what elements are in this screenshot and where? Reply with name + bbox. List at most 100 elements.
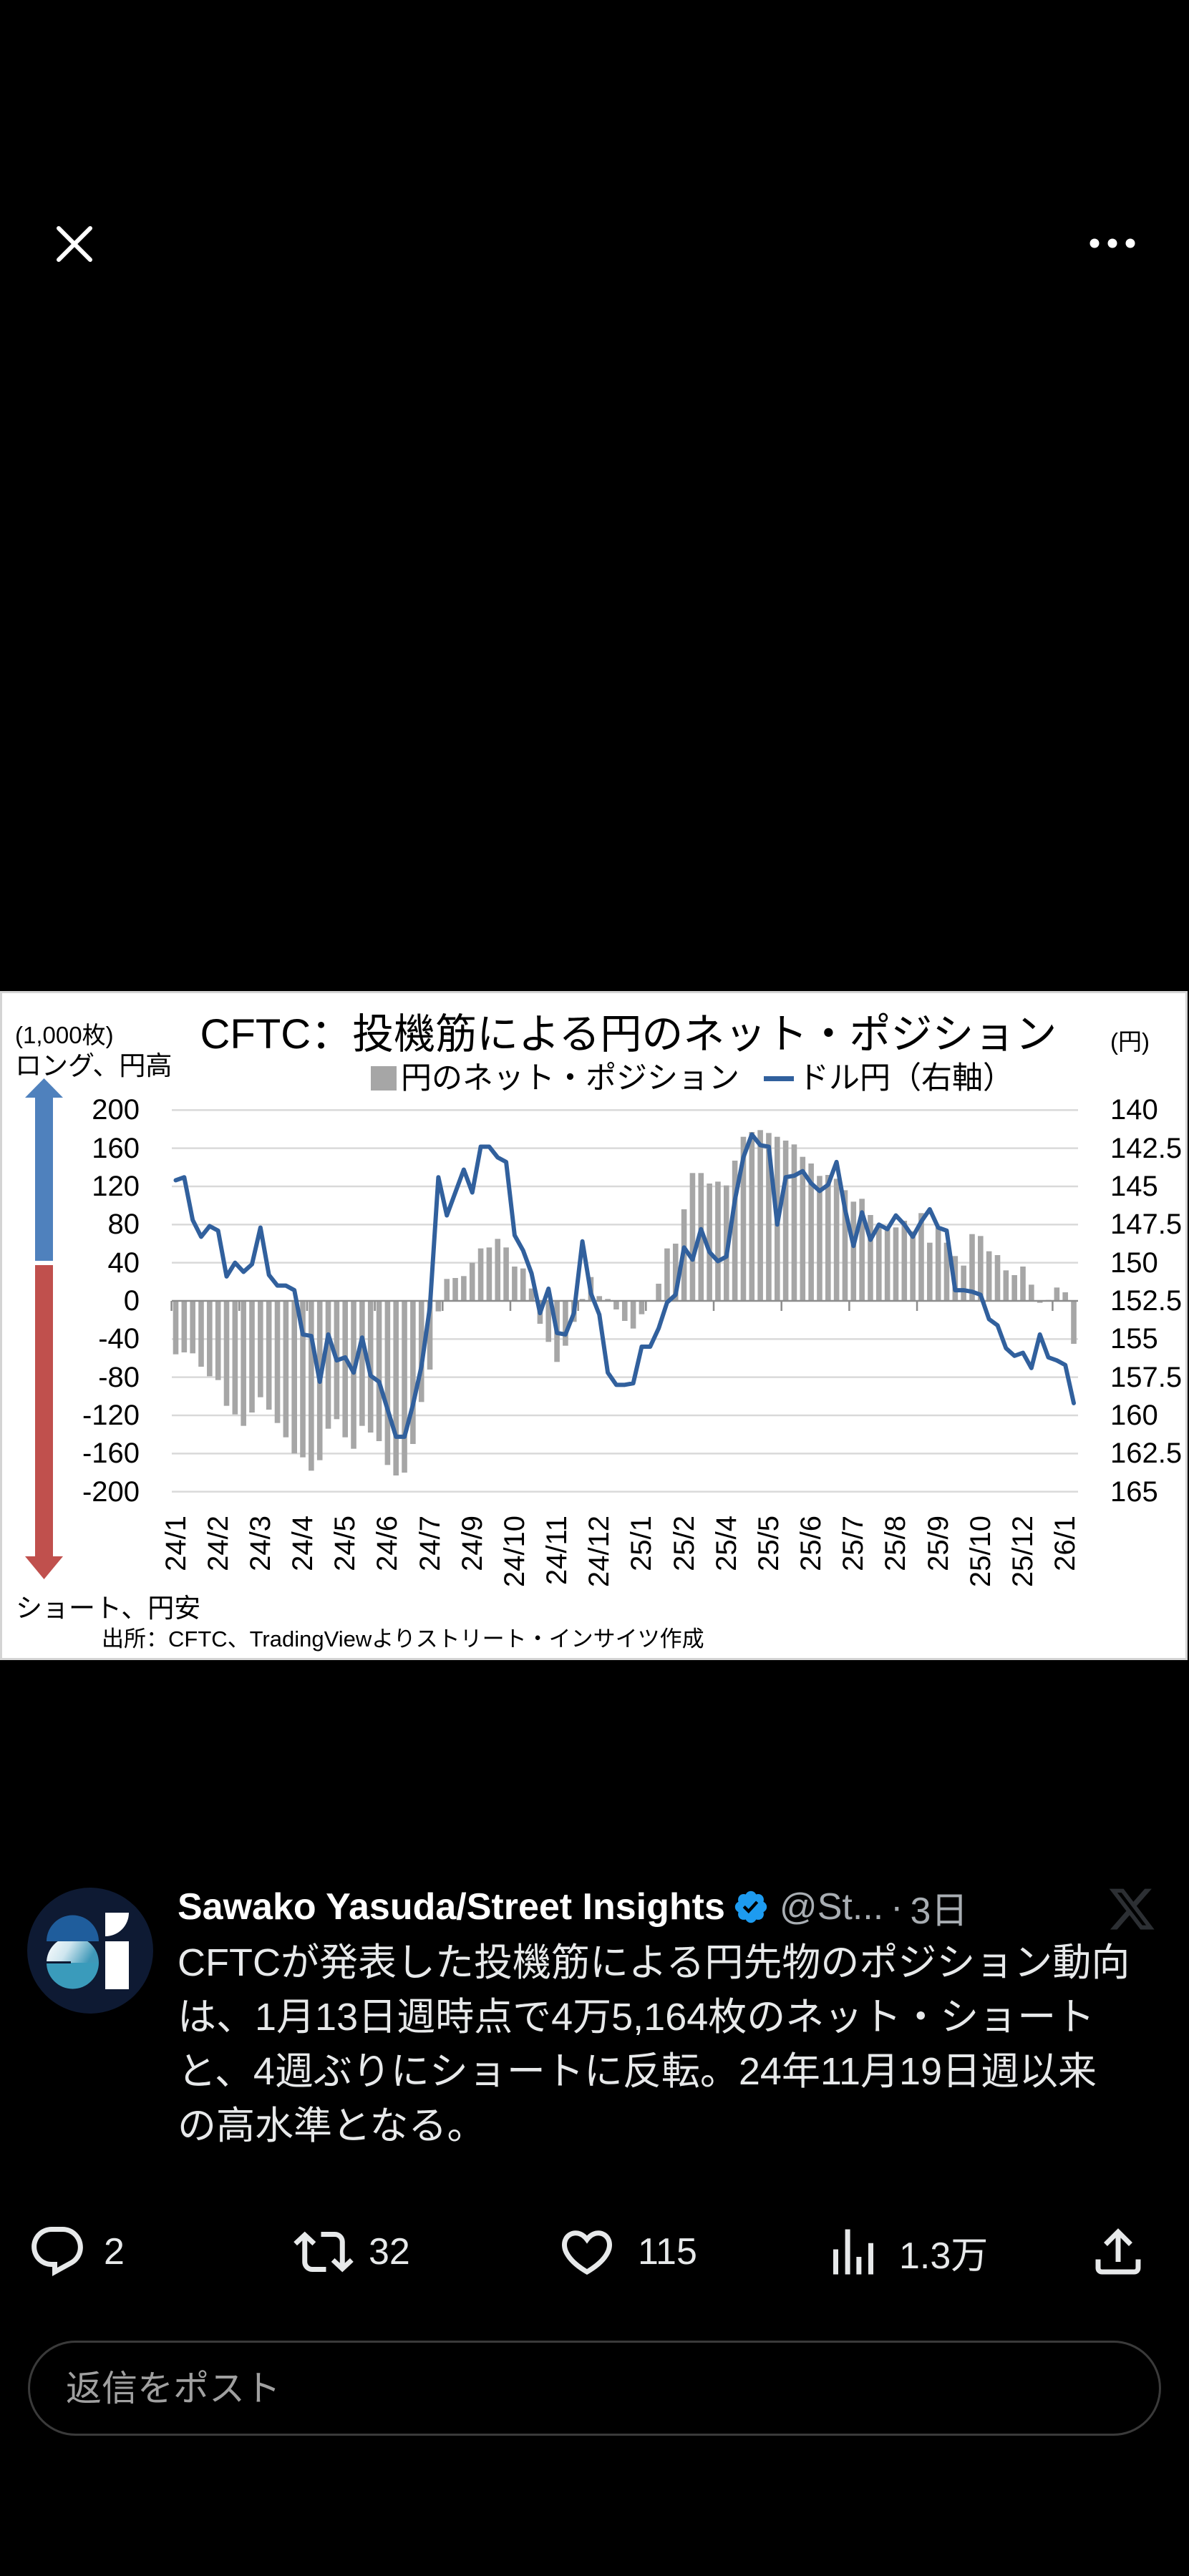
net-position-bar bbox=[223, 1301, 230, 1406]
retweet-button[interactable]: 32 bbox=[293, 2222, 410, 2282]
y-axis-tick-label: -40 bbox=[98, 1323, 140, 1355]
net-position-bar bbox=[579, 1299, 586, 1301]
net-position-bar bbox=[309, 1301, 314, 1471]
short-direction-label: ショート、円安 bbox=[16, 1594, 201, 1623]
net-position-bar bbox=[325, 1301, 331, 1429]
tweet-header: Sawako Yasuda/Street Insights @St... · 3… bbox=[178, 1880, 968, 1934]
left-axis-unit: (1,000枚) bbox=[15, 1022, 114, 1048]
x-axis-tick-label: 25/2 bbox=[668, 1516, 700, 1571]
reply-icon bbox=[31, 2227, 83, 2276]
net-position-bar bbox=[893, 1227, 899, 1301]
net-position-bar bbox=[808, 1163, 814, 1301]
net-position-bar bbox=[876, 1224, 882, 1301]
net-position-bar bbox=[452, 1278, 458, 1301]
net-position-bar bbox=[1062, 1292, 1068, 1301]
net-position-bar bbox=[689, 1173, 696, 1301]
net-position-bar bbox=[291, 1301, 297, 1454]
reply-button[interactable]: 2 bbox=[27, 2222, 125, 2282]
net-position-bar bbox=[782, 1141, 789, 1301]
chart-image[interactable]: CFTC：投機筋による円のネット・ポジション 円のネット・ポジション ドル円（右… bbox=[0, 991, 1188, 1660]
tweet-text-line: CFTCが発表した投機筋による円先物のポジション動向 bbox=[178, 1941, 1130, 1984]
net-position-bar bbox=[173, 1301, 179, 1355]
x-axis-tick-label: 24/1 bbox=[160, 1516, 192, 1571]
net-position-bar bbox=[461, 1276, 467, 1301]
y-axis-tick-label: 0 bbox=[123, 1285, 140, 1317]
net-position-bar bbox=[749, 1132, 755, 1301]
net-position-bar bbox=[1003, 1270, 1009, 1301]
net-position-bar bbox=[190, 1301, 195, 1354]
net-position-bar bbox=[910, 1231, 916, 1301]
usdjpy-line bbox=[173, 1132, 1077, 1439]
x-axis-tick-label: 25/6 bbox=[795, 1516, 828, 1571]
x-axis-tick-label: 25/1 bbox=[626, 1516, 658, 1571]
short-arrow-icon bbox=[25, 1265, 63, 1579]
x-axis-tick-label: 26/1 bbox=[1049, 1516, 1082, 1571]
x-axis-tick-label: 24/7 bbox=[414, 1516, 446, 1571]
y2-axis-tick-label: 140 bbox=[1110, 1094, 1158, 1126]
net-position-bar bbox=[283, 1301, 289, 1438]
net-position-bar bbox=[232, 1301, 238, 1415]
reply-input[interactable] bbox=[30, 2343, 1159, 2434]
post-time[interactable]: 3日 bbox=[910, 1890, 969, 1932]
heart-icon bbox=[561, 2230, 613, 2275]
share-icon bbox=[1095, 2228, 1141, 2275]
net-position-bar bbox=[833, 1179, 840, 1301]
net-position-bar bbox=[605, 1299, 611, 1301]
x-axis-tick-label: 24/4 bbox=[287, 1516, 319, 1571]
net-position-bar bbox=[715, 1181, 721, 1301]
net-position-bar bbox=[376, 1301, 382, 1441]
like-count: 115 bbox=[638, 2231, 697, 2273]
net-position-bar bbox=[1011, 1275, 1017, 1301]
more-options-button[interactable] bbox=[1084, 230, 1141, 256]
y-axis-tick-label: 80 bbox=[107, 1209, 140, 1241]
x-axis-tick-label: 24/5 bbox=[329, 1516, 361, 1571]
net-position-bar bbox=[300, 1301, 306, 1458]
net-position-bar bbox=[477, 1248, 484, 1301]
avatar[interactable] bbox=[27, 1888, 153, 2014]
y2-axis-tick-label: 157.5 bbox=[1110, 1361, 1183, 1393]
tweet-text-line: の高水準となる。 bbox=[178, 2104, 486, 2147]
net-position-bar bbox=[1054, 1287, 1060, 1301]
tweet-text: CFTCが発表した投機筋による円先物のポジション動向 は、1月13日週時点で4万… bbox=[178, 1936, 1130, 2153]
y2-axis-tick-label: 165 bbox=[1110, 1475, 1158, 1508]
net-position-bar bbox=[621, 1301, 628, 1321]
meta-separator: · bbox=[890, 1886, 903, 1928]
author-name[interactable]: Sawako Yasuda/Street Insights bbox=[178, 1886, 725, 1928]
y-axis-tick-label: 200 bbox=[92, 1094, 140, 1126]
more-icon bbox=[1089, 238, 1135, 248]
like-button[interactable]: 115 bbox=[557, 2222, 697, 2282]
net-position-bar bbox=[817, 1176, 822, 1301]
net-position-bar bbox=[469, 1262, 475, 1301]
net-position-bar bbox=[266, 1301, 272, 1410]
reply-box[interactable] bbox=[28, 2341, 1161, 2436]
tweet-text-line: と、4週ぶりにショートに反転。24年11月19日週以来 bbox=[178, 2050, 1097, 2093]
close-button[interactable] bbox=[53, 223, 96, 265]
share-button[interactable] bbox=[1088, 2222, 1148, 2282]
net-position-bar bbox=[435, 1301, 442, 1312]
net-position-bar bbox=[503, 1247, 509, 1301]
net-position-bar bbox=[740, 1136, 747, 1301]
net-position-bar bbox=[444, 1279, 450, 1301]
net-position-bar bbox=[664, 1248, 670, 1301]
net-position-bar bbox=[545, 1301, 552, 1342]
net-position-bar bbox=[791, 1144, 797, 1301]
net-position-bar bbox=[427, 1301, 433, 1370]
net-position-bar bbox=[342, 1301, 348, 1438]
net-position-bar bbox=[978, 1236, 984, 1301]
street-insights-logo-icon bbox=[27, 1888, 153, 2014]
views-button[interactable]: 1.3万 bbox=[823, 2222, 988, 2282]
long-arrow-icon bbox=[25, 1078, 63, 1261]
author-handle[interactable]: @St... bbox=[779, 1886, 884, 1928]
net-position-bar bbox=[351, 1301, 356, 1449]
views-chart-icon bbox=[833, 2229, 873, 2275]
net-position-bar bbox=[181, 1301, 188, 1352]
legend-item-usdjpy: ドル円（右軸） bbox=[798, 1061, 1014, 1096]
legend-line-swatch bbox=[764, 1075, 794, 1081]
net-position-bar bbox=[707, 1184, 712, 1301]
net-position-bar bbox=[859, 1199, 865, 1301]
chart-legend: 円のネット・ポジション ドル円（右軸） bbox=[371, 1061, 1014, 1096]
y-axis-tick-label: -160 bbox=[82, 1438, 140, 1470]
net-position-bar bbox=[486, 1247, 492, 1301]
net-position-bar bbox=[241, 1301, 246, 1426]
